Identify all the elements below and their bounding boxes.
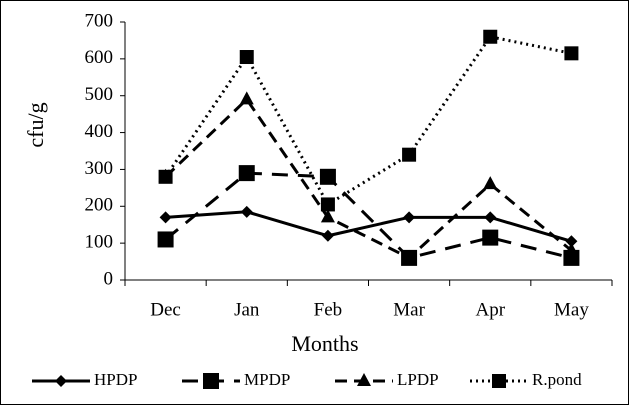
- x-tick-label: May: [554, 299, 589, 320]
- legend-label: HPDP: [94, 370, 137, 389]
- marker: [321, 229, 334, 242]
- marker: [484, 211, 497, 224]
- marker: [203, 373, 219, 389]
- marker: [55, 375, 67, 387]
- x-tick-label: Apr: [475, 299, 505, 320]
- marker: [564, 46, 579, 61]
- marker: [157, 231, 174, 248]
- x-axis-label: Months: [291, 331, 358, 356]
- y-axis-label: cfu/g: [23, 102, 48, 147]
- marker: [320, 197, 335, 212]
- legend-label: R.pond: [532, 370, 582, 389]
- marker: [159, 211, 172, 224]
- marker: [320, 209, 335, 223]
- y-tick-label: 600: [85, 47, 114, 68]
- marker: [492, 374, 506, 388]
- marker: [402, 147, 417, 162]
- x-tick-label: Feb: [314, 299, 343, 320]
- marker: [357, 373, 371, 386]
- x-tick-label: Jan: [234, 299, 260, 320]
- marker: [158, 169, 173, 184]
- marker: [483, 176, 498, 190]
- marker: [483, 29, 498, 44]
- y-tick-label: 300: [85, 158, 114, 179]
- y-tick-label: 0: [104, 268, 114, 289]
- y-tick-label: 200: [85, 195, 114, 216]
- y-tick-label: 500: [85, 84, 114, 105]
- series-line: [164, 171, 572, 260]
- series-line: [164, 35, 572, 207]
- marker: [239, 50, 254, 65]
- marker: [402, 249, 417, 263]
- y-tick-label: 700: [85, 10, 114, 31]
- legend-label: LPDP: [397, 370, 439, 389]
- marker: [403, 211, 416, 224]
- x-tick-label: Mar: [393, 299, 425, 320]
- marker: [565, 235, 578, 248]
- marker: [238, 165, 255, 182]
- marker: [319, 168, 336, 185]
- marker: [482, 229, 499, 246]
- marker: [239, 91, 254, 105]
- marker: [564, 242, 579, 256]
- marker: [240, 205, 253, 218]
- series-line: [165, 210, 572, 243]
- legend-label: MPDP: [244, 370, 290, 389]
- x-tick-label: Dec: [150, 299, 181, 320]
- y-tick-label: 100: [85, 232, 114, 253]
- y-tick-label: 400: [85, 121, 114, 142]
